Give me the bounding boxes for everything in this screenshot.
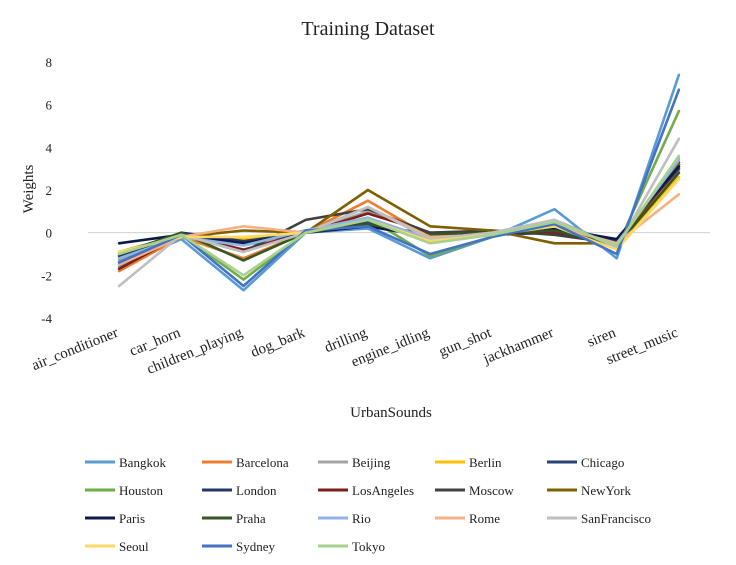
legend-item-rome: Rome	[435, 511, 500, 526]
x-tick-label: jackhammer	[480, 325, 556, 368]
series-line-tokyo	[117, 154, 681, 277]
legend-item-praha: Praha	[202, 511, 266, 526]
y-tick-label: 2	[46, 183, 53, 198]
legend-label: Beijing	[352, 455, 391, 470]
x-tick-label: siren	[585, 325, 618, 351]
y-tick-label: -2	[41, 268, 52, 283]
y-tick-label: 6	[46, 98, 53, 113]
legend-label: Seoul	[119, 539, 149, 554]
chart-title: Training Dataset	[301, 18, 435, 40]
legend-item-houston: Houston	[85, 483, 164, 498]
legend: Bangkok Barcelona Beijing Berlin Chicago Hous…	[85, 455, 651, 554]
legend-label: Rome	[469, 511, 500, 526]
legend-label: Houston	[119, 483, 164, 498]
legend-label: Paris	[119, 511, 145, 526]
legend-label: Bangkok	[119, 455, 166, 470]
legend-label: LosAngeles	[352, 483, 414, 498]
legend-item-newyork: NewYork	[547, 483, 631, 498]
legend-label: Chicago	[581, 455, 624, 470]
series-line-bangkok	[117, 73, 681, 292]
legend-label: London	[236, 483, 277, 498]
x-tick-label: air_conditioner	[30, 325, 121, 374]
legend-label: Sydney	[236, 539, 276, 554]
series-lines	[117, 73, 681, 292]
y-tick-label: 0	[46, 226, 53, 241]
legend-item-barcelona: Barcelona	[202, 455, 289, 470]
legend-label: Berlin	[469, 455, 502, 470]
legend-item-rio: Rio	[318, 511, 371, 526]
legend-item-berlin: Berlin	[435, 455, 502, 470]
legend-label: Tokyo	[352, 539, 385, 554]
x-tick-label: street_music	[604, 325, 681, 368]
legend-label: NewYork	[581, 483, 631, 498]
series-line-sydney	[117, 88, 681, 288]
legend-item-moscow: Moscow	[435, 483, 514, 498]
legend-label: Praha	[236, 511, 266, 526]
x-tick-label: dog_bark	[249, 325, 308, 361]
y-tick-label: 4	[46, 140, 53, 155]
legend-label: Barcelona	[236, 455, 289, 470]
y-axis: -4 -2 0 2 4 6 8	[41, 55, 52, 326]
x-axis-title: UrbanSounds	[350, 405, 432, 421]
series-line-newyork	[117, 163, 681, 267]
legend-item-tokyo: Tokyo	[318, 539, 385, 554]
y-tick-label: 8	[46, 55, 53, 70]
series-line-praha	[117, 171, 681, 262]
y-tick-label: -4	[41, 311, 52, 326]
legend-item-london: London	[202, 483, 277, 498]
legend-label: Rio	[352, 511, 371, 526]
y-axis-title: Weights	[21, 164, 37, 213]
legend-item-sanfrancisco: SanFrancisco	[547, 511, 651, 526]
series-line-sanfrancisco	[117, 137, 681, 288]
legend-item-seoul: Seoul	[85, 539, 149, 554]
legend-label: SanFrancisco	[581, 511, 651, 526]
legend-item-sydney: Sydney	[202, 539, 276, 554]
legend-item-chicago: Chicago	[547, 455, 624, 470]
legend-item-losangeles: LosAngeles	[318, 483, 414, 498]
legend-item-bangkok: Bangkok	[85, 455, 166, 470]
legend-label: Moscow	[469, 483, 514, 498]
legend-item-beijing: Beijing	[318, 455, 391, 470]
legend-item-paris: Paris	[85, 511, 145, 526]
